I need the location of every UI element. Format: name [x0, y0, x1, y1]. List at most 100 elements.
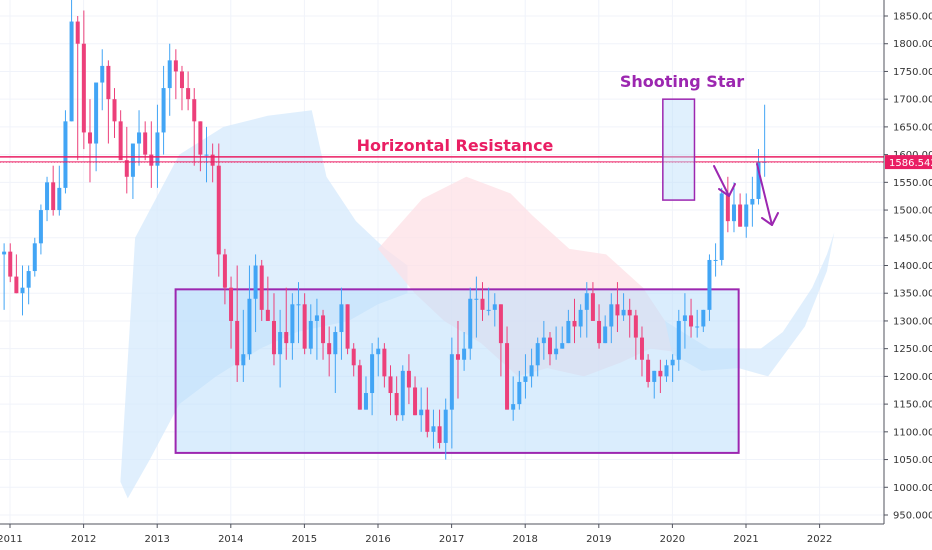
candle-body: [210, 154, 215, 166]
candle: [388, 365, 393, 416]
candle-body: [615, 304, 620, 316]
candle: [173, 49, 178, 100]
candle: [707, 254, 712, 321]
candle: [14, 254, 19, 294]
candle: [314, 298, 319, 360]
candle: [247, 265, 252, 360]
candle-body: [265, 309, 270, 321]
candle-body: [81, 43, 86, 133]
candle-body: [235, 320, 240, 366]
candle-body: [468, 298, 473, 349]
candle: [554, 326, 559, 360]
candle: [235, 265, 240, 382]
candle: [112, 88, 117, 138]
arrow-shaft: [756, 163, 773, 226]
candle: [45, 176, 50, 222]
time-tick-label: 2013: [144, 534, 169, 545]
candle: [51, 165, 56, 216]
candle-body: [529, 365, 534, 377]
candle: [578, 304, 583, 338]
candle: [517, 370, 522, 410]
candle: [8, 243, 13, 283]
candle-body: [597, 320, 602, 344]
last-price-badge: [885, 155, 932, 170]
candle-body: [566, 320, 571, 344]
candle: [492, 293, 497, 327]
candle-body: [560, 343, 565, 349]
candle: [271, 293, 276, 366]
candle-body: [670, 359, 675, 366]
candle-body: [8, 251, 13, 277]
candle-body: [627, 309, 632, 316]
candle-body: [271, 320, 276, 355]
price-tick-label: 1850.000: [893, 12, 932, 23]
candle: [106, 60, 111, 144]
candle: [216, 143, 221, 277]
candle: [2, 243, 7, 310]
price-tick-label: 1400.000: [893, 261, 932, 272]
candle: [87, 99, 92, 183]
candle-body: [756, 161, 761, 199]
time-tick-label: 2014: [218, 534, 243, 545]
shooting-star-box: [662, 98, 696, 201]
price-tick-label: 1300.000: [893, 316, 932, 327]
candle-body: [327, 343, 332, 355]
candle-body: [118, 121, 123, 161]
candle-body: [474, 298, 479, 300]
candle-body: [621, 309, 626, 316]
candle: [413, 376, 418, 416]
candle: [560, 326, 565, 349]
price-axis[interactable]: 950.000 1000.000 1050.000 1100.000 1150.000 1…: [883, 0, 932, 550]
price-tick-label: 1100.000: [893, 427, 932, 438]
candle: [744, 193, 749, 238]
candle-body: [63, 121, 68, 188]
candle: [57, 165, 62, 216]
resistance-line: [0, 156, 884, 163]
candle: [124, 126, 129, 194]
candle: [639, 326, 644, 377]
candle-body: [241, 354, 246, 366]
price-tick-label: 1200.000: [893, 372, 932, 383]
candle-body: [314, 315, 319, 321]
time-tick-label: 2019: [586, 534, 611, 545]
candle: [670, 354, 675, 382]
candle-body: [112, 99, 117, 122]
candle-body: [443, 409, 448, 443]
candle-body: [222, 254, 227, 288]
candle: [597, 304, 602, 349]
candle: [75, 16, 80, 161]
candle: [547, 332, 552, 366]
candle: [621, 293, 626, 321]
candle-body: [492, 304, 497, 310]
candle-body: [584, 293, 589, 310]
shooting-star-label: Shooting Star: [620, 72, 744, 91]
candle-body: [695, 326, 700, 328]
candle: [259, 259, 264, 321]
candle-body: [731, 204, 736, 222]
candle-body: [229, 287, 234, 321]
candle-body: [554, 348, 559, 355]
price-tick-label: 1500.000: [893, 206, 932, 217]
candle: [81, 10, 86, 150]
candle-body: [137, 132, 142, 144]
candle-body: [186, 88, 191, 100]
candle-body: [425, 409, 430, 432]
arrow-head: [718, 183, 736, 197]
candle: [302, 293, 307, 355]
candle: [333, 326, 338, 394]
candle: [658, 359, 663, 394]
candle: [345, 304, 350, 355]
candle: [204, 126, 209, 183]
candle-body: [75, 21, 80, 44]
candle-body: [646, 359, 651, 382]
candle-body: [363, 393, 368, 410]
candle-body: [449, 354, 454, 410]
price-tick-label: 1000.000: [893, 483, 932, 494]
candle-body: [658, 370, 663, 377]
candle-body: [333, 332, 338, 355]
time-axis[interactable]: 2011 2012 2013 2014 2015 2016 2017 2018 2019 2020…: [0, 523, 932, 550]
price-tick-label: 1550.000: [893, 178, 932, 189]
candle: [26, 265, 31, 305]
candle: [646, 354, 651, 388]
